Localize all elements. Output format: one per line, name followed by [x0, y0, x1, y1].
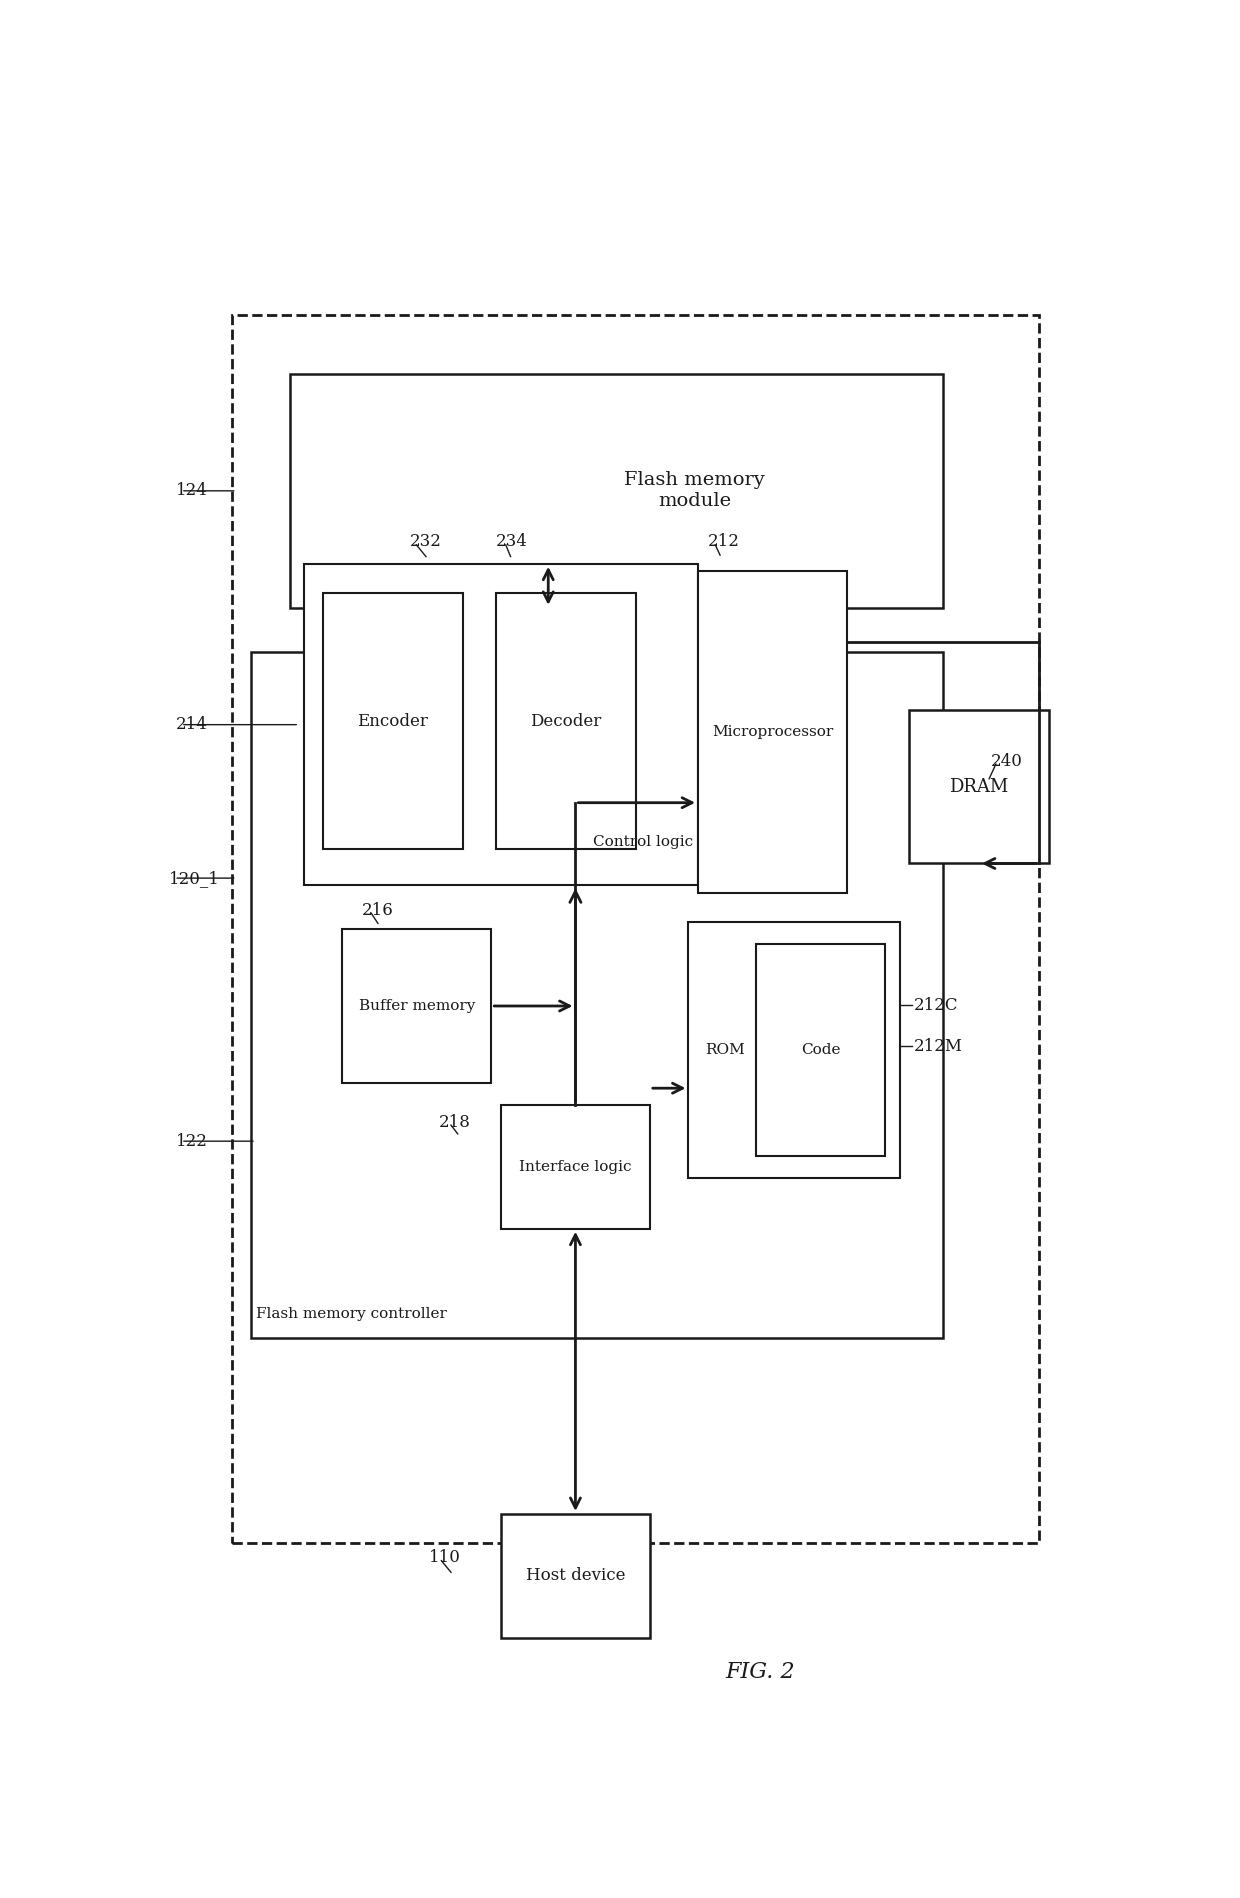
Text: 214: 214: [176, 716, 208, 733]
Text: 110: 110: [429, 1549, 461, 1566]
Text: DRAM: DRAM: [950, 778, 1008, 795]
Text: 120_1: 120_1: [170, 869, 221, 886]
Text: Interface logic: Interface logic: [520, 1160, 631, 1173]
Bar: [909, 710, 1049, 864]
Bar: [290, 374, 942, 607]
Text: 232: 232: [409, 533, 441, 550]
Text: Microprocessor: Microprocessor: [712, 725, 833, 738]
Text: Control logic: Control logic: [593, 835, 693, 848]
Text: Host device: Host device: [526, 1568, 625, 1585]
Text: Decoder: Decoder: [531, 712, 601, 729]
Bar: [304, 564, 698, 884]
Text: Flash memory
module: Flash memory module: [624, 471, 765, 511]
Text: 122: 122: [176, 1133, 208, 1150]
Text: Flash memory controller: Flash memory controller: [255, 1308, 446, 1321]
Text: 212C: 212C: [914, 996, 959, 1014]
Text: 212: 212: [708, 533, 739, 550]
Text: 216: 216: [362, 902, 393, 919]
Bar: [324, 594, 463, 848]
Text: Code: Code: [801, 1042, 841, 1057]
Bar: [232, 315, 1039, 1543]
Bar: [698, 571, 847, 892]
Text: 218: 218: [439, 1114, 470, 1131]
Bar: [496, 594, 635, 848]
Bar: [342, 930, 491, 1082]
Bar: [501, 1515, 650, 1638]
Text: ROM: ROM: [706, 1042, 745, 1057]
Bar: [250, 651, 942, 1338]
Text: 234: 234: [496, 533, 528, 550]
Bar: [688, 922, 900, 1177]
Text: 124: 124: [176, 482, 208, 499]
Text: 240: 240: [991, 754, 1023, 771]
Bar: [755, 943, 885, 1156]
Text: Buffer memory: Buffer memory: [358, 998, 475, 1014]
Text: Encoder: Encoder: [357, 712, 428, 729]
Text: 212M: 212M: [914, 1038, 963, 1055]
Text: FIG. 2: FIG. 2: [725, 1661, 795, 1684]
Bar: [501, 1105, 650, 1228]
